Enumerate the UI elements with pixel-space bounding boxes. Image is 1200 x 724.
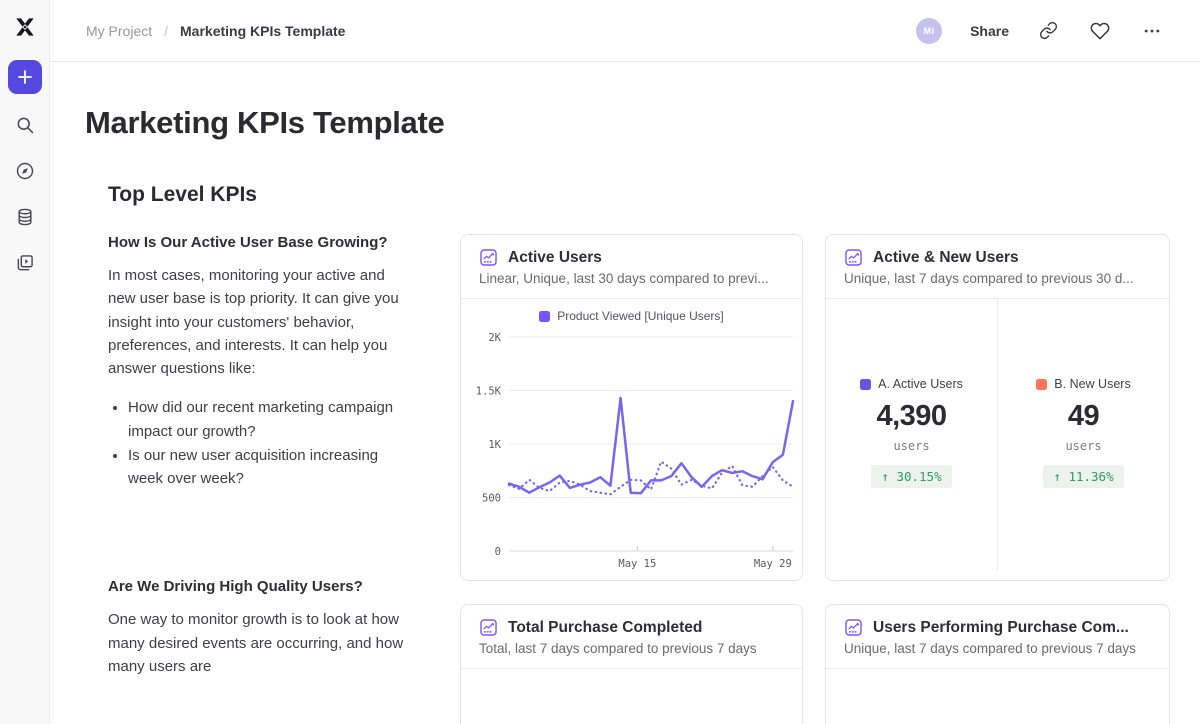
metric-unit: users [1065,439,1102,453]
page-title: Marketing KPIs Template [85,105,445,140]
metric-new-users: B. New Users 49 users ↑ 11.36% [997,299,1169,571]
svg-text:1.5K: 1.5K [476,386,502,398]
card-title[interactable]: Total Purchase Completed [508,618,703,636]
metric-unit: users [893,439,930,453]
mixpanel-logo-icon[interactable] [12,14,38,40]
favorite-heart-icon[interactable] [1088,19,1112,43]
card-subtitle: Unique, last 7 days compared to previous… [844,271,1134,286]
create-plus-button[interactable] [7,60,42,94]
card-header: Active & New Users Unique, last 7 days c… [826,235,1169,299]
chart-legend: Product Viewed [Unique Users] [461,307,802,325]
card-total-purchase[interactable]: Total Purchase Completed Total, last 7 d… [460,604,803,724]
card-active-new-users[interactable]: Active & New Users Unique, last 7 days c… [825,234,1170,581]
breadcrumb-page[interactable]: Marketing KPIs Template [180,22,346,39]
svg-text:0: 0 [495,546,501,558]
card-title[interactable]: Users Performing Purchase Com... [873,618,1129,636]
svg-text:2K: 2K [488,332,501,344]
metric-value: 49 [1067,400,1100,432]
bullet-list: How did our recent marketing campaign im… [128,396,408,490]
data-management-icon[interactable] [8,202,42,232]
card-subtitle: Linear, Unique, last 30 days compared to… [479,271,769,286]
bullet-item: Is our new user acquisition increasing w… [128,444,408,491]
card-active-users[interactable]: Active Users Linear, Unique, last 30 day… [460,234,803,581]
card-header: Active Users Linear, Unique, last 30 day… [461,235,802,299]
svg-text:1K: 1K [488,439,501,451]
more-ellipsis-icon[interactable] [1140,19,1164,43]
text-block-quality-users: Are We Driving High Quality Users? One w… [108,578,408,678]
line-chart-report-icon [480,249,497,266]
metric-swatch [1036,378,1048,390]
line-chart-report-icon [845,619,862,636]
topbar: My Project / Marketing KPIs Template MI … [50,0,1200,62]
text-paragraph: One way to monitor growth is to look at … [108,611,404,675]
explore-compass-icon[interactable] [8,156,42,186]
card-subtitle: Unique, last 7 days compared to previous… [844,641,1136,656]
text-column: How Is Our Active User Base Growing? In … [108,234,408,724]
text-heading: How Is Our Active User Base Growing? [108,234,388,251]
metric-change-badge: ↑ 11.36% [1043,465,1124,488]
card-users-purchase[interactable]: Users Performing Purchase Com... Unique,… [825,604,1170,724]
section-title: Top Level KPIs [108,183,257,206]
copy-link-icon[interactable] [1037,19,1060,42]
svg-text:500: 500 [482,493,501,505]
metric-swatch [860,378,872,390]
breadcrumb-separator: / [164,22,169,39]
text-heading: Are We Driving High Quality Users? [108,578,363,596]
line-chart-plot[interactable]: 0 500 1K 1.5K 2K May 15 May 29 [461,325,802,571]
sidebar [0,0,50,724]
svg-text:May 15: May 15 [618,558,656,570]
metrics-body: A. Active Users 4,390 users ↑ 30.15% B. … [826,299,1169,571]
legend-swatch [539,310,551,322]
metric-value: 4,390 [876,400,947,432]
text-paragraph: In most cases, monitoring your active an… [108,267,399,377]
share-button[interactable]: Share [970,22,1009,39]
board-canvas: Marketing KPIs Template Top Level KPIs H… [50,62,1200,724]
card-subtitle: Total, last 7 days compared to previous … [479,641,757,656]
card-header: Users Performing Purchase Com... Unique,… [826,605,1169,669]
line-chart-report-icon [480,619,497,636]
legend-label: Product Viewed [Unique Users] [557,309,724,323]
card-header: Total Purchase Completed Total, last 7 d… [461,605,802,669]
line-chart-report-icon [845,249,862,266]
search-icon[interactable] [8,110,42,140]
avatar[interactable]: MI [916,17,943,44]
bullet-item: How did our recent marketing campaign im… [128,396,408,443]
metric-active-users: A. Active Users 4,390 users ↑ 30.15% [826,299,997,571]
metric-label: B. New Users [1054,377,1131,391]
report-cards-grid: Active Users Linear, Unique, last 30 day… [460,234,1170,724]
svg-text:May 29: May 29 [754,558,792,570]
boards-icon[interactable] [8,248,42,278]
metric-change-badge: ↑ 30.15% [871,465,952,488]
metric-label: A. Active Users [878,377,963,391]
text-block-active-users: How Is Our Active User Base Growing? In … [108,234,408,490]
breadcrumb-project[interactable]: My Project [86,22,153,39]
card-title[interactable]: Active Users [508,248,602,266]
card-title[interactable]: Active & New Users [873,248,1019,266]
